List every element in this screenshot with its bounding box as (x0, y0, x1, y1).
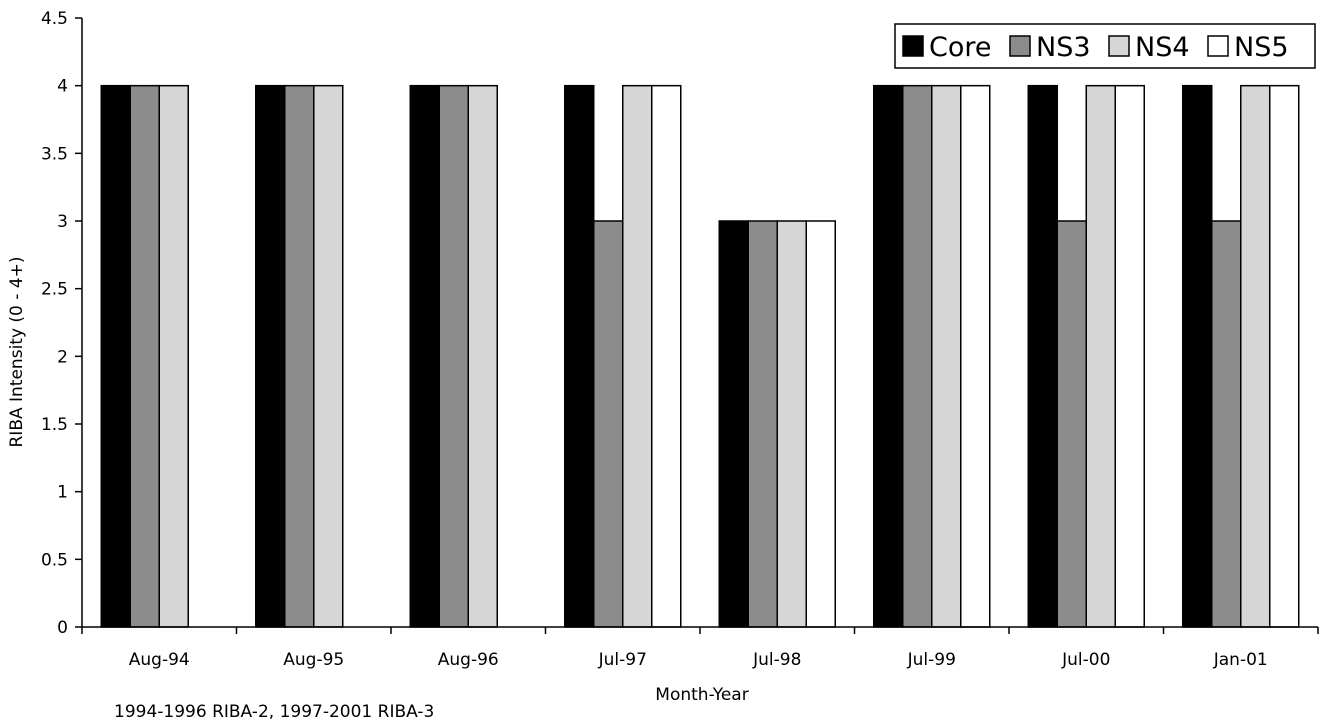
x-axis-ticks: Aug-94 Aug-95 Aug-96 Jul-97 Jul-98 Jul-99 Jul-… (81, 627, 1319, 670)
legend-label-ns5: NS5 (1234, 32, 1289, 63)
x-tick-label: Jul-97 (598, 650, 647, 670)
y-tick-label: 0 (57, 618, 68, 638)
y-tick-label: 2 (57, 347, 68, 367)
y-tick-label: 3 (57, 212, 68, 232)
x-tick-label: Jul-99 (907, 650, 956, 670)
bar-core-jul-00 (1027, 84, 1058, 628)
y-axis-title: RIBA Intensity (0 - 4+) (7, 256, 27, 447)
bar-core-aug-95 (255, 84, 286, 628)
x-axis-title: Month-Year (655, 685, 748, 705)
bar-ns4-jul-99 (931, 84, 962, 628)
legend-swatch-ns5 (1207, 35, 1229, 57)
bar-ns3-jan-01 (1211, 220, 1242, 628)
y-tick-label: 1 (57, 483, 68, 503)
legend-swatch-ns4 (1108, 35, 1130, 57)
bar-core-jul-99 (873, 84, 904, 628)
bar-core-aug-94 (100, 84, 131, 628)
x-tick-label: Aug-95 (283, 650, 344, 670)
bar-ns4-aug-95 (313, 84, 344, 628)
legend-label-ns4: NS4 (1135, 32, 1190, 63)
y-tick-label: 4 (57, 77, 68, 97)
bar-ns4-jul-00 (1085, 84, 1116, 628)
bar-ns4-jan-01 (1240, 84, 1271, 628)
x-tick-label: Jul-00 (1061, 650, 1110, 670)
x-tick-label: Jan-01 (1213, 650, 1268, 670)
bar-ns5-jul-97 (651, 84, 682, 628)
y-tick-label: 2.5 (41, 280, 68, 300)
y-tick-label: 4.5 (41, 9, 68, 29)
x-tick-label: Aug-94 (129, 650, 190, 670)
legend: Core NS3 NS4 NS5 (894, 23, 1316, 69)
bar-ns5-jan-01 (1269, 84, 1300, 628)
bar-ns5-jul-98 (805, 220, 836, 628)
bar-core-jul-97 (564, 84, 595, 628)
bar-ns3-jul-97 (593, 220, 624, 628)
bar-core-jul-98 (718, 220, 749, 628)
x-tick-label: Jul-98 (752, 650, 801, 670)
y-tick-label: 3.5 (41, 144, 68, 164)
bar-ns3-jul-00 (1056, 220, 1087, 628)
y-tick-label: 1.5 (41, 415, 68, 435)
bar-ns3-aug-96 (438, 84, 469, 628)
bar-ns4-jul-97 (622, 84, 653, 628)
bars (100, 84, 1300, 628)
bar-ns3-jul-98 (747, 220, 778, 628)
bar-ns4-aug-96 (467, 84, 498, 628)
legend-swatch-ns3 (1009, 35, 1031, 57)
bar-ns3-aug-94 (129, 84, 160, 628)
legend-swatch-core (902, 35, 924, 57)
bar-ns4-jul-98 (776, 220, 807, 628)
legend-label-ns3: NS3 (1036, 32, 1091, 63)
bar-core-jan-01 (1182, 84, 1213, 628)
x-tick-label: Aug-96 (438, 650, 499, 670)
y-tick-label: 0.5 (41, 550, 68, 570)
bar-ns4-aug-94 (158, 84, 189, 628)
bar-ns3-jul-99 (902, 84, 933, 628)
bar-ns5-jul-99 (960, 84, 991, 628)
bar-ns5-jul-00 (1114, 84, 1145, 628)
legend-label-core: Core (929, 32, 992, 63)
riba-version-note: 1994-1996 RIBA-2, 1997-2001 RIBA-3 (114, 702, 434, 722)
legend-box (894, 23, 1316, 69)
bar-ns3-aug-95 (284, 84, 315, 628)
y-axis-ticks: 0 0.5 1 1.5 2 2.5 3 3.5 4 4.5 (41, 9, 82, 638)
bar-core-aug-96 (409, 84, 440, 628)
